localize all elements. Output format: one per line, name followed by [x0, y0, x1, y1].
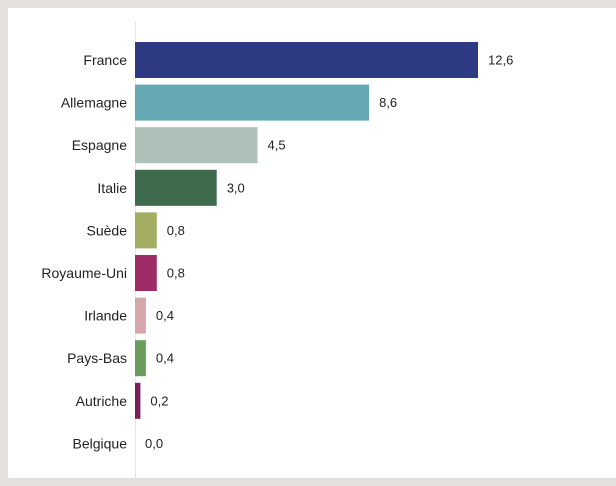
bar-7 — [135, 340, 146, 377]
category-label: Italie — [97, 180, 127, 196]
bar-3 — [135, 169, 217, 206]
value-label: 0,4 — [156, 351, 174, 366]
value-label: 0,8 — [167, 266, 185, 281]
bar-6 — [135, 297, 146, 334]
category-label: Allemagne — [61, 95, 127, 111]
category-labels: France Allemagne Espagne Italie Suède Royaume… — [41, 52, 127, 451]
value-label: 0,0 — [145, 436, 163, 451]
value-label: 4,5 — [268, 138, 286, 153]
bar-8 — [135, 382, 141, 419]
bar-chart: France Allemagne Espagne Italie Suède Royaume… — [41, 22, 513, 478]
value-label: 0,4 — [156, 308, 174, 323]
category-label: France — [83, 52, 127, 68]
bars-group — [135, 42, 478, 419]
bar-1 — [135, 84, 370, 121]
value-label: 0,8 — [167, 223, 185, 238]
bar-0 — [135, 42, 478, 78]
bar-4 — [135, 212, 157, 249]
category-label: Pays-Bas — [67, 350, 127, 366]
value-label: 0,2 — [150, 393, 168, 408]
chart-panel: France Allemagne Espagne Italie Suède Royaume… — [8, 8, 616, 478]
category-label: Belgique — [73, 435, 128, 451]
category-label: Espagne — [72, 137, 127, 153]
category-label: Autriche — [76, 393, 128, 409]
category-label: Irlande — [84, 308, 127, 324]
category-label: Royaume-Uni — [41, 265, 127, 281]
bar-2 — [135, 127, 258, 164]
value-label: 12,6 — [488, 53, 513, 68]
category-label: Suède — [87, 222, 128, 238]
bar-5 — [135, 255, 157, 291]
value-labels: 12,6 8,6 4,5 3,0 0,8 0,8 0,4 0,4 0,2 0,0 — [145, 53, 513, 451]
value-label: 3,0 — [227, 180, 245, 195]
value-label: 8,6 — [379, 95, 397, 110]
